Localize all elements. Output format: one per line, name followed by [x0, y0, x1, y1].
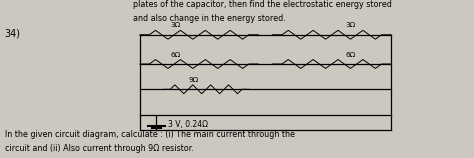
Text: 6Ω: 6Ω [346, 52, 356, 58]
Text: 3Ω: 3Ω [170, 22, 181, 28]
Text: circuit and (ii) Also current through 9Ω resistor.: circuit and (ii) Also current through 9Ω… [5, 144, 193, 153]
Text: In the given circuit diagram, calculate : (i) The main current through the: In the given circuit diagram, calculate … [5, 130, 295, 139]
Text: plates of the capacitor, then find the electrostatic energy stored: plates of the capacitor, then find the e… [133, 0, 392, 9]
Text: 6Ω: 6Ω [170, 52, 181, 58]
Text: 3Ω: 3Ω [346, 22, 356, 28]
Text: 3 V, 0.24Ω: 3 V, 0.24Ω [168, 120, 208, 129]
Text: and also change in the energy stored.: and also change in the energy stored. [133, 14, 285, 23]
Text: 9Ω: 9Ω [188, 77, 199, 83]
Text: 34): 34) [5, 28, 21, 38]
